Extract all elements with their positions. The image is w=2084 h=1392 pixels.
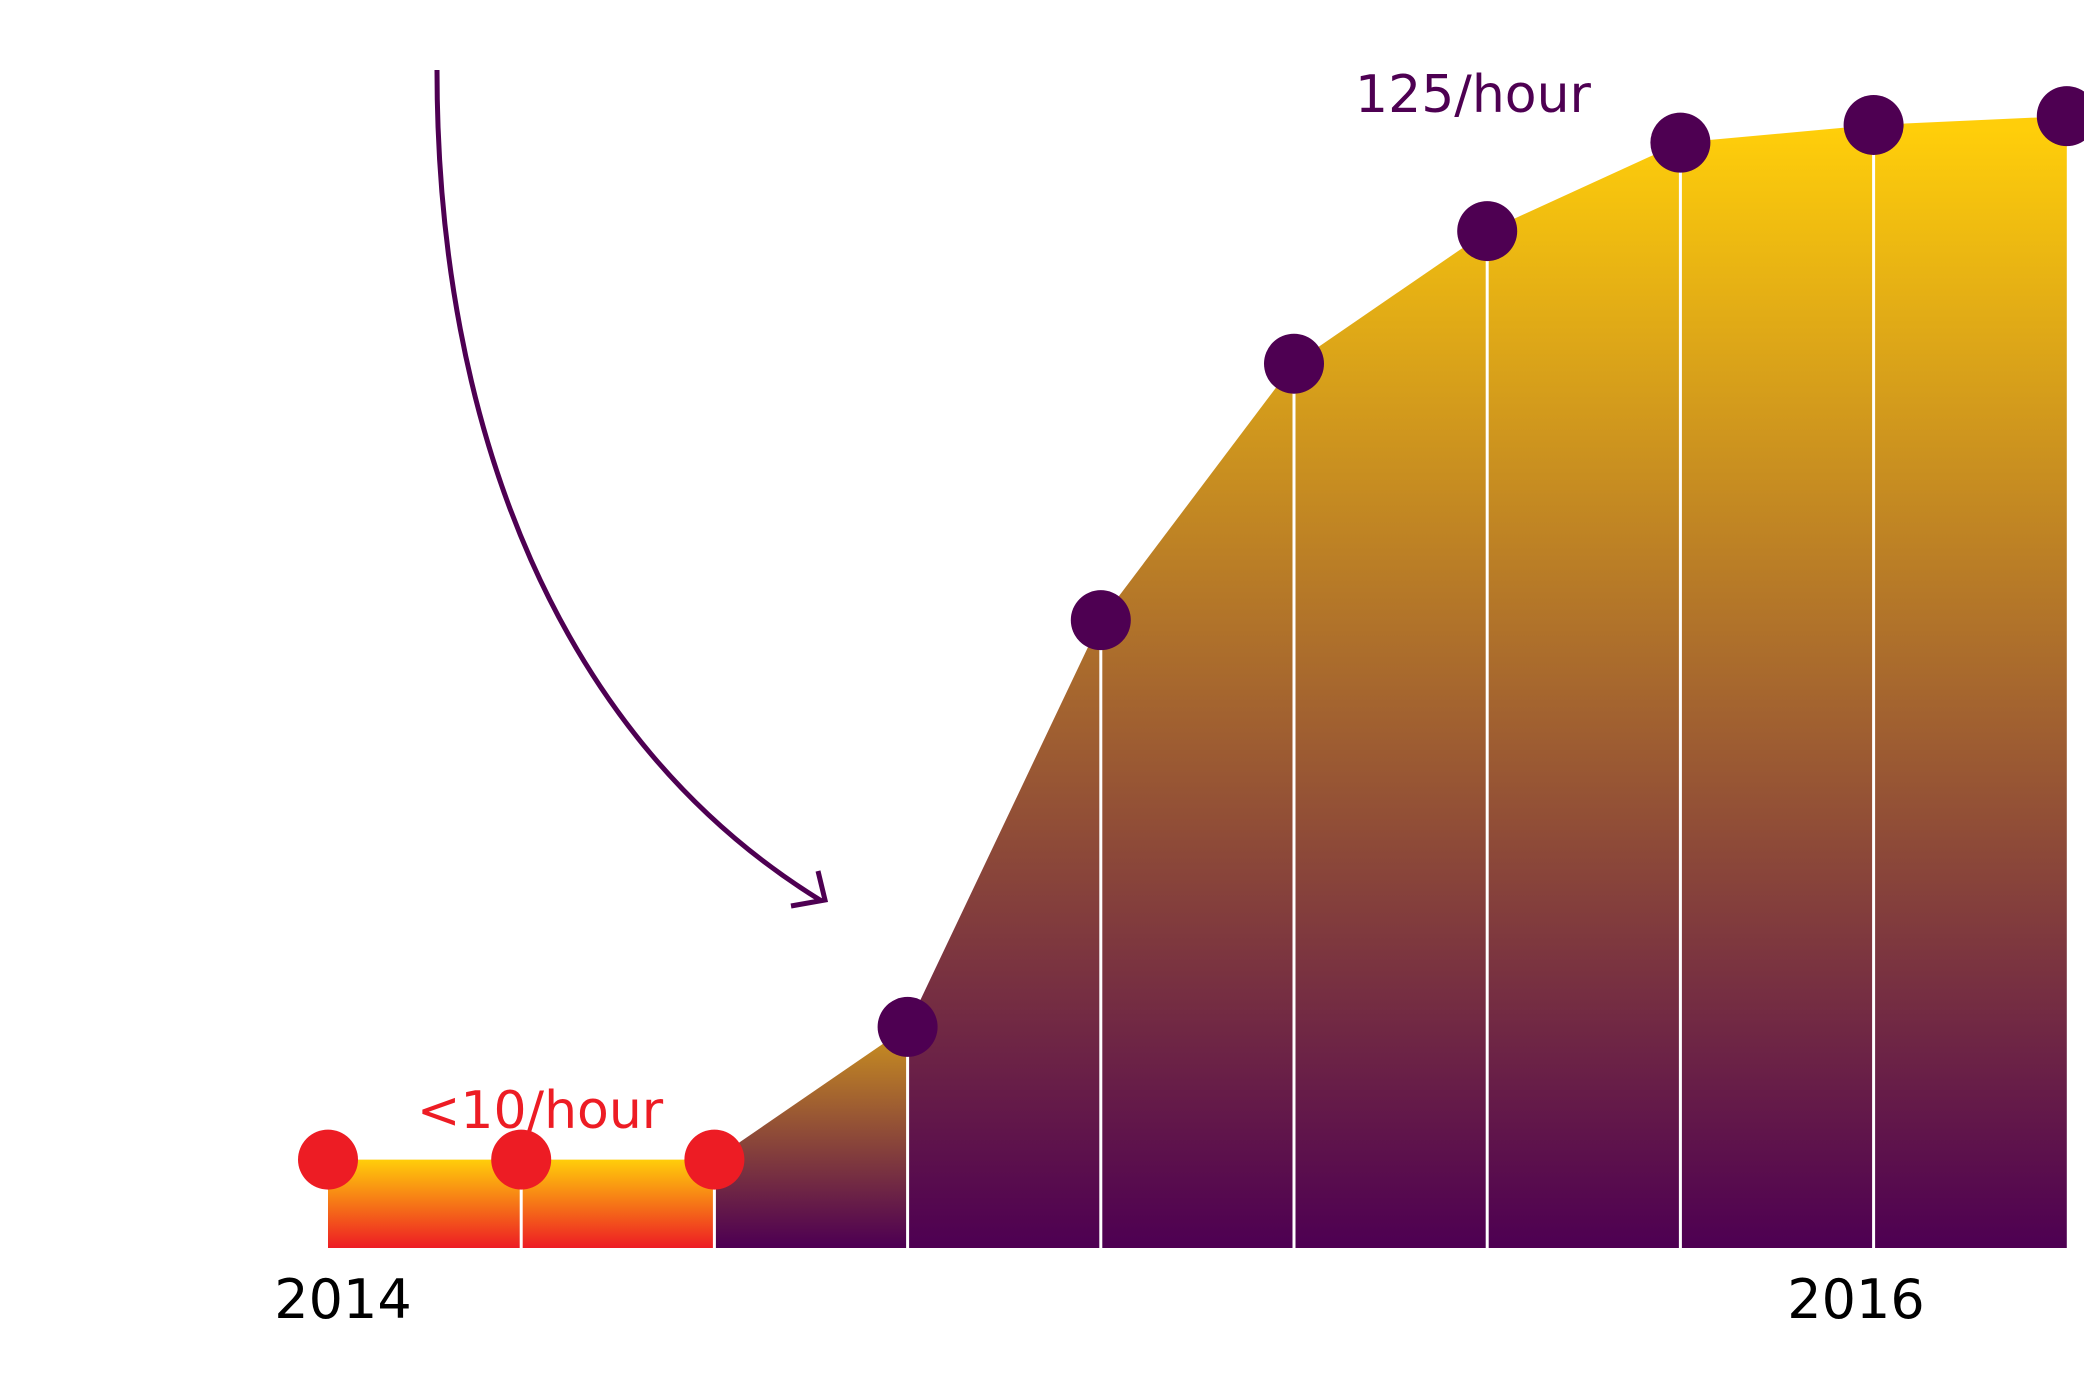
x-tick-label-start: 2014 [274, 1268, 411, 1331]
low-series-point [491, 1129, 552, 1190]
vertical-dividers [519, 124, 1876, 1248]
high-series-point [877, 996, 938, 1057]
data-markers [298, 86, 2084, 1190]
high-series-point [2036, 86, 2084, 147]
area-segment [1680, 124, 1874, 1248]
area-segment [907, 620, 1101, 1248]
high-series-point [1650, 112, 1711, 173]
area-fills [328, 116, 2067, 1249]
arrow-curve [434, 69, 822, 903]
high-series-point [1070, 590, 1131, 651]
low-series-point [298, 1129, 358, 1190]
callout-arrow [434, 69, 829, 909]
area-segment [1100, 363, 1294, 1248]
high-series-point [1457, 201, 1518, 262]
area-segment [1487, 142, 1681, 1249]
x-tick-label-end: 2016 [1787, 1268, 1924, 1331]
annotation-high-rate: 125/hour [1355, 65, 1592, 125]
annotation-low-rate: <10/hour [417, 1081, 664, 1141]
high-series-point [1264, 333, 1324, 394]
area-segment [1294, 231, 1488, 1249]
low-series-point [684, 1129, 745, 1190]
area-segment [714, 1026, 908, 1248]
arrow-head [790, 870, 829, 909]
high-series-point [1843, 94, 1904, 155]
area-segment [1873, 116, 2067, 1249]
